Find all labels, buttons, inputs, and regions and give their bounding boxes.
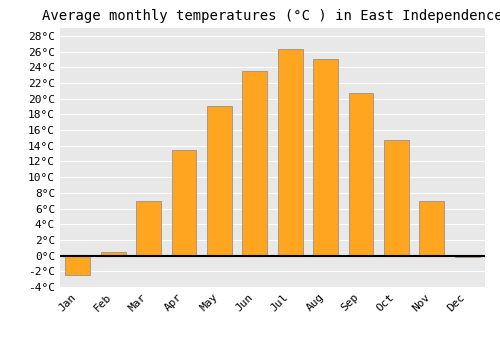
- Bar: [313, 60, 338, 255]
- Bar: [242, 71, 267, 255]
- Bar: [172, 150, 196, 256]
- Bar: [278, 49, 302, 255]
- Bar: [207, 106, 232, 256]
- Bar: [384, 140, 409, 256]
- Title: Average monthly temperatures (°C ) in East Independence: Average monthly temperatures (°C ) in Ea…: [42, 9, 500, 23]
- Bar: [66, 256, 90, 275]
- Bar: [100, 252, 126, 255]
- Bar: [136, 201, 161, 256]
- Bar: [455, 256, 479, 257]
- Bar: [420, 201, 444, 256]
- Bar: [348, 93, 374, 256]
